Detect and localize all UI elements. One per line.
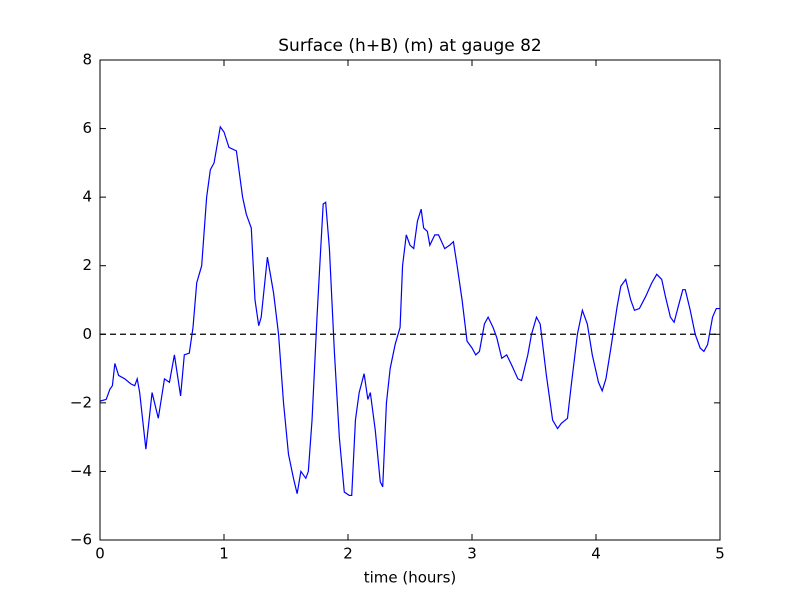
y-tick-label: 2 bbox=[82, 256, 92, 274]
x-tick-label: 4 bbox=[591, 545, 601, 563]
x-tick-label: 0 bbox=[95, 545, 105, 563]
y-tick-label: −2 bbox=[70, 393, 92, 411]
chart-title: Surface (h+B) (m) at gauge 82 bbox=[278, 36, 542, 56]
y-tick-label: 4 bbox=[82, 188, 92, 206]
y-tick-label: −4 bbox=[70, 462, 92, 480]
y-tick-label: 0 bbox=[82, 325, 92, 343]
x-tick-label: 1 bbox=[219, 545, 229, 563]
x-tick-label: 5 bbox=[715, 545, 725, 563]
y-tick-label: 8 bbox=[82, 51, 92, 69]
x-tick-label: 3 bbox=[467, 545, 477, 563]
plot-frame bbox=[99, 59, 721, 541]
y-tick-label: 6 bbox=[82, 119, 92, 137]
data-line bbox=[99, 125, 720, 497]
x-axis-label: time (hours) bbox=[364, 569, 457, 587]
y-tick-label: −6 bbox=[70, 531, 92, 549]
x-tick-label: 2 bbox=[343, 545, 353, 563]
